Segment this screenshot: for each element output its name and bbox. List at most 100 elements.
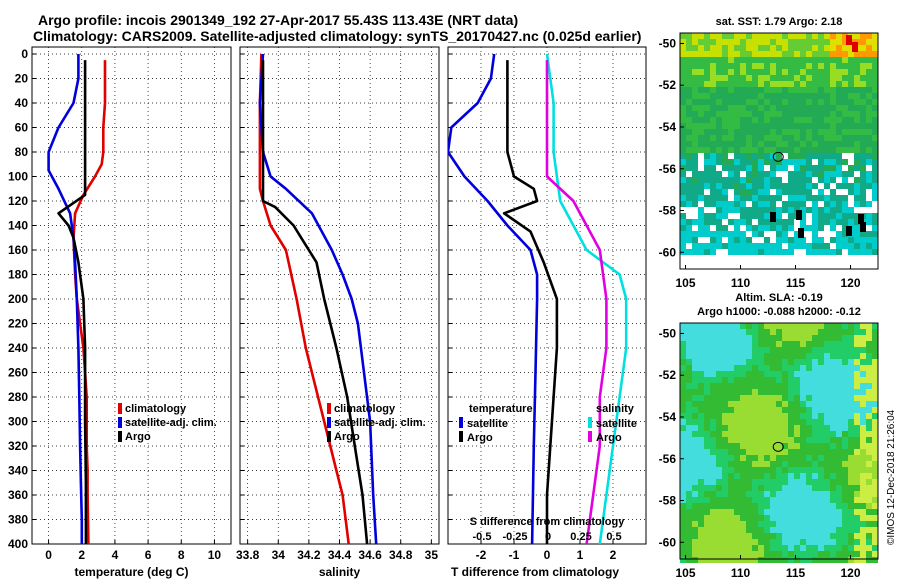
map-cell xyxy=(872,449,878,455)
map-cell xyxy=(734,557,740,563)
map-cell xyxy=(842,105,848,111)
map-cell xyxy=(824,455,830,461)
map-cell xyxy=(830,51,836,57)
map-cell xyxy=(722,401,728,407)
map-cell xyxy=(836,545,842,551)
map-cell xyxy=(692,93,698,99)
map-cell xyxy=(848,219,854,225)
map-cell xyxy=(770,377,776,383)
map-y-tick-label: -54 xyxy=(659,410,677,424)
map-cell xyxy=(800,455,806,461)
map-cell xyxy=(824,389,830,395)
map-cell xyxy=(692,545,698,551)
map-cell xyxy=(710,183,716,189)
map-cell xyxy=(872,437,878,443)
map-cell xyxy=(710,413,716,419)
map-cell xyxy=(770,353,776,359)
map-cell xyxy=(806,33,812,39)
map-cell xyxy=(788,213,794,219)
map-cell xyxy=(824,443,830,449)
map-cell xyxy=(752,213,758,219)
map-y-tick-label: -50 xyxy=(659,36,677,50)
map-cell xyxy=(866,413,872,419)
map-cell xyxy=(704,33,710,39)
map-cell xyxy=(716,347,722,353)
map-title: sat. SST: 1.79 Argo: 2.18 xyxy=(716,16,843,28)
map-cell xyxy=(758,497,764,503)
map-cell xyxy=(728,509,734,515)
map-cell xyxy=(812,359,818,365)
map-cell xyxy=(680,183,686,189)
map-cell xyxy=(716,419,722,425)
map-cell xyxy=(812,485,818,491)
map-cell xyxy=(818,497,824,503)
map-cell xyxy=(860,497,866,503)
map-cell xyxy=(704,141,710,147)
map-cell xyxy=(722,177,728,183)
map-cell xyxy=(836,159,842,165)
map-cell xyxy=(848,329,854,335)
map-cell xyxy=(770,87,776,93)
map-cell xyxy=(752,461,758,467)
map-cell xyxy=(812,219,818,225)
map-cell xyxy=(788,87,794,93)
map-cell xyxy=(794,449,800,455)
map-x-tick-label: 115 xyxy=(786,566,806,580)
map-cell xyxy=(770,527,776,533)
map-cell xyxy=(824,473,830,479)
map-cell xyxy=(818,225,824,231)
map-cell xyxy=(776,485,782,491)
map-cell xyxy=(836,425,842,431)
map-cell xyxy=(842,377,848,383)
map-cell xyxy=(704,341,710,347)
map-cell xyxy=(842,479,848,485)
map-cell xyxy=(818,509,824,515)
map-cell xyxy=(848,93,854,99)
map-cell xyxy=(680,123,686,129)
map-cell xyxy=(866,111,872,117)
map-cell xyxy=(836,461,842,467)
map-cell xyxy=(698,183,704,189)
map-cell xyxy=(764,395,770,401)
map-cell xyxy=(746,449,752,455)
map-cell xyxy=(752,479,758,485)
map-cell xyxy=(722,389,728,395)
map-cell xyxy=(692,329,698,335)
map-cell xyxy=(698,335,704,341)
map-cell xyxy=(752,249,758,255)
map-cell xyxy=(680,129,686,135)
map-cell xyxy=(854,527,860,533)
map-cell xyxy=(782,347,788,353)
map-cell xyxy=(728,413,734,419)
map-cell xyxy=(872,467,878,473)
map-cell xyxy=(800,521,806,527)
map-cell xyxy=(800,389,806,395)
map-cell xyxy=(866,539,872,545)
legend-swatch xyxy=(118,403,122,414)
map-cell xyxy=(842,207,848,213)
map-cell xyxy=(698,231,704,237)
map-cell xyxy=(866,527,872,533)
map-cell xyxy=(752,153,758,159)
map-cell xyxy=(728,491,734,497)
map-cell xyxy=(770,341,776,347)
map-cell xyxy=(752,527,758,533)
map-cell xyxy=(746,213,752,219)
map-cell xyxy=(836,467,842,473)
map-cell xyxy=(752,395,758,401)
map-cell xyxy=(860,129,866,135)
map-cell xyxy=(710,545,716,551)
map-cell xyxy=(824,329,830,335)
map-cell xyxy=(746,383,752,389)
map-cell xyxy=(824,153,830,159)
map-cell xyxy=(692,135,698,141)
map-cell xyxy=(698,473,704,479)
map-cell xyxy=(710,323,716,329)
map-cell xyxy=(698,329,704,335)
map-cell xyxy=(800,141,806,147)
map-cell xyxy=(752,503,758,509)
map-cell xyxy=(782,461,788,467)
map-cell xyxy=(830,45,836,51)
map-cell xyxy=(710,249,716,255)
